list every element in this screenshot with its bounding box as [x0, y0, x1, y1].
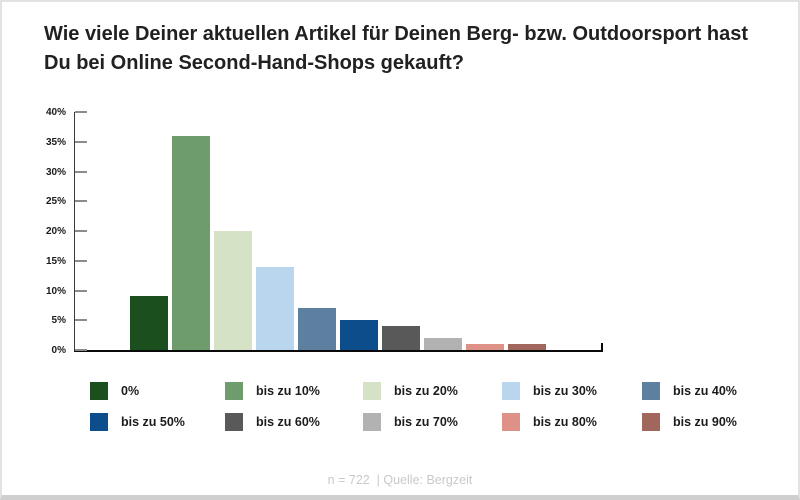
bar-bis-zu-90% — [508, 344, 546, 350]
y-tick-label: 5% — [51, 315, 66, 327]
legend-item: bis zu 30% — [502, 382, 642, 400]
plot-area — [74, 111, 603, 352]
legend-label: bis zu 10% — [256, 384, 320, 398]
legend-swatch — [502, 382, 520, 400]
legend-swatch — [225, 413, 243, 431]
bar-bis-zu-10% — [172, 135, 210, 350]
legend-label: bis zu 30% — [533, 384, 597, 398]
legend-item: 0% — [90, 382, 225, 400]
legend-label: bis zu 70% — [394, 415, 458, 429]
y-tick-mark — [75, 319, 87, 322]
legend-label: bis zu 20% — [394, 384, 458, 398]
y-tick-mark — [75, 259, 87, 262]
legend-label: bis zu 80% — [533, 415, 597, 429]
x-axis-end-tick — [601, 343, 603, 350]
legend-swatch — [225, 382, 243, 400]
y-axis-labels: 0% 5% 10% 15% 20% 25% 30% 35% 40% — [2, 107, 68, 356]
y-tick-label: 0% — [51, 345, 66, 356]
y-tick-mark — [75, 170, 87, 173]
legend-swatch — [502, 413, 520, 431]
y-tick-mark — [75, 200, 87, 203]
y-tick-label: 20% — [45, 226, 66, 237]
legend-swatch — [363, 413, 381, 431]
footnote: n = 722 | Quelle: Bergzeit — [327, 473, 473, 487]
y-tick-label: 15% — [45, 255, 66, 267]
y-tick-mark — [75, 349, 87, 351]
legend-item: bis zu 10% — [225, 382, 363, 400]
legend-item: bis zu 70% — [363, 413, 502, 431]
y-tick-mark — [75, 230, 87, 232]
y-tick-label: 10% — [45, 285, 66, 297]
bar-bis-zu-20% — [214, 231, 252, 350]
legend-swatch — [642, 382, 660, 400]
legend-item: bis zu 40% — [642, 382, 770, 400]
legend-item: bis zu 60% — [225, 413, 363, 431]
legend-item: bis zu 50% — [90, 413, 225, 431]
y-tick-mark — [75, 111, 87, 113]
legend-item: bis zu 20% — [363, 382, 502, 400]
legend: 0% bis zu 10% bis zu 20% bis zu 30% bis zu 4… — [90, 382, 770, 431]
bar-bis-zu-40% — [298, 308, 336, 350]
bar-bis-zu-30% — [256, 266, 294, 350]
legend-swatch — [363, 382, 381, 400]
legend-label: bis zu 60% — [256, 415, 320, 429]
legend-label: bis zu 50% — [121, 415, 185, 429]
legend-item: bis zu 80% — [502, 413, 642, 431]
legend-label: bis zu 90% — [673, 415, 737, 429]
legend-label: 0% — [121, 384, 140, 398]
legend-swatch — [90, 413, 108, 431]
y-tick-label: 40% — [45, 107, 66, 118]
chart-title: Wie viele Deiner aktuellen Artikel für D… — [44, 23, 749, 74]
y-tick-label: 30% — [45, 166, 66, 178]
bar-bis-zu-70% — [424, 338, 462, 350]
bar-bis-zu-60% — [382, 326, 420, 350]
bar-group — [130, 135, 546, 350]
y-tick-label: 25% — [45, 196, 66, 208]
legend-swatch — [642, 413, 660, 431]
bar-0% — [130, 296, 168, 350]
legend-item: bis zu 90% — [642, 413, 770, 431]
bar-bis-zu-80% — [466, 344, 504, 350]
legend-swatch — [90, 382, 108, 400]
legend-label: bis zu 40% — [673, 384, 737, 398]
bar-bis-zu-50% — [340, 320, 378, 350]
y-tick-mark — [75, 289, 87, 292]
y-tick-mark — [75, 140, 87, 143]
y-tick-label: 35% — [45, 136, 66, 148]
